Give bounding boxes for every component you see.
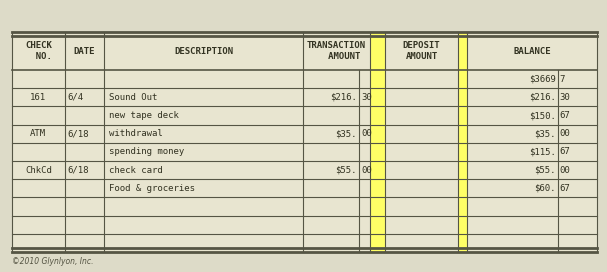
- Text: 00: 00: [560, 129, 571, 138]
- Text: $150.: $150.: [529, 111, 556, 120]
- Text: 6/18: 6/18: [67, 166, 89, 175]
- Text: 67: 67: [560, 147, 571, 156]
- Text: $55.: $55.: [336, 166, 357, 175]
- Text: $216.: $216.: [330, 93, 357, 102]
- Text: 00: 00: [361, 166, 371, 175]
- Text: ©2010 Glynlyon, Inc.: ©2010 Glynlyon, Inc.: [12, 257, 93, 266]
- Text: 00: 00: [361, 129, 371, 138]
- Text: $115.: $115.: [529, 147, 556, 156]
- Text: check card: check card: [109, 166, 163, 175]
- Text: spending money: spending money: [109, 147, 185, 156]
- Text: 67: 67: [560, 111, 571, 120]
- Text: $35.: $35.: [336, 129, 357, 138]
- Text: 00: 00: [560, 166, 571, 175]
- Text: $35.: $35.: [534, 129, 556, 138]
- Text: $216.: $216.: [529, 93, 556, 102]
- Text: 30: 30: [560, 93, 571, 102]
- Text: 30: 30: [361, 93, 371, 102]
- Text: 67: 67: [560, 184, 571, 193]
- Text: ChkCd: ChkCd: [25, 166, 52, 175]
- Text: TRANSACTION
   AMOUNT: TRANSACTION AMOUNT: [307, 41, 366, 61]
- Text: DESCRIPTION: DESCRIPTION: [174, 47, 234, 55]
- Text: 6/18: 6/18: [67, 129, 89, 138]
- Text: ATM: ATM: [30, 129, 46, 138]
- Text: DATE: DATE: [74, 47, 95, 55]
- Text: withdrawal: withdrawal: [109, 129, 163, 138]
- Bar: [458, 32, 467, 252]
- Text: 7: 7: [560, 75, 565, 84]
- Text: $60.: $60.: [534, 184, 556, 193]
- Text: BALANCE: BALANCE: [514, 47, 551, 55]
- Bar: [370, 32, 385, 252]
- Text: Sound Out: Sound Out: [109, 93, 158, 102]
- Text: Food & groceries: Food & groceries: [109, 184, 195, 193]
- Text: new tape deck: new tape deck: [109, 111, 179, 120]
- Text: $55.: $55.: [534, 166, 556, 175]
- Text: CHECK
  NO.: CHECK NO.: [25, 41, 52, 61]
- Text: 161: 161: [30, 93, 46, 102]
- Text: 6/4: 6/4: [67, 93, 84, 102]
- Text: DEPOSIT
AMOUNT: DEPOSIT AMOUNT: [402, 41, 440, 61]
- Bar: [12, 32, 597, 252]
- Text: $3669: $3669: [529, 75, 556, 84]
